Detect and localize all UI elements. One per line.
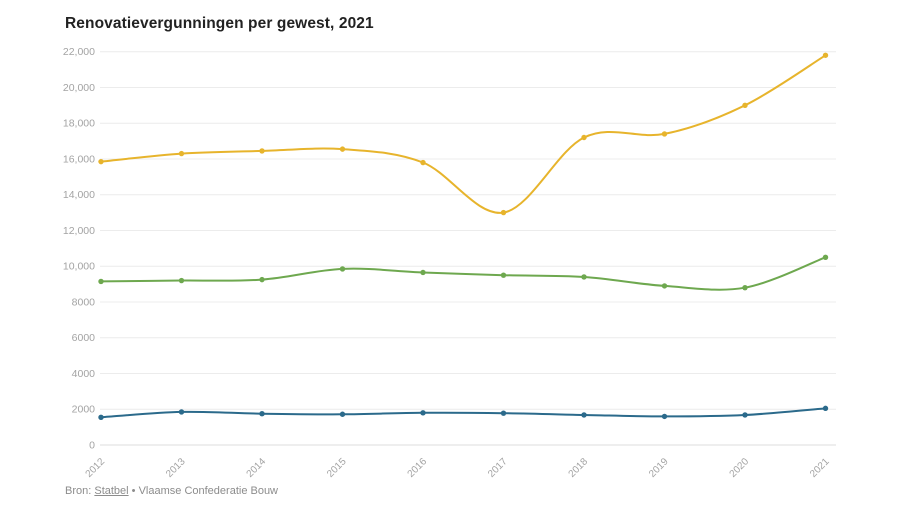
- data-point-green-line: [581, 274, 587, 280]
- data-point-yellow-line: [822, 52, 829, 58]
- y-tick-label: 6000: [72, 332, 96, 344]
- x-tick-label: 2013: [164, 456, 188, 480]
- data-point-green-line: [339, 266, 346, 272]
- data-point-yellow-line: [661, 131, 668, 137]
- x-tick-label: 2016: [406, 456, 430, 480]
- y-tick-label: 10,000: [63, 261, 95, 273]
- data-point-blue-line: [339, 411, 346, 417]
- data-point-yellow-line: [500, 209, 507, 216]
- source-link[interactable]: Statbel: [94, 485, 129, 497]
- y-tick-label: 4000: [72, 368, 96, 380]
- data-point-yellow-line: [420, 159, 426, 166]
- data-point-blue-line: [178, 409, 185, 415]
- data-point-green-line: [98, 278, 104, 285]
- source-prefix: Bron:: [65, 485, 92, 497]
- data-point-blue-line: [98, 414, 104, 420]
- data-point-yellow-line: [581, 134, 587, 141]
- data-point-blue-line: [742, 412, 748, 418]
- y-tick-label: 20,000: [63, 82, 95, 94]
- y-tick-label: 14,000: [63, 189, 95, 201]
- data-point-green-line: [822, 254, 829, 260]
- data-point-green-line: [259, 276, 265, 283]
- data-point-green-line: [178, 277, 185, 284]
- x-tick-label: 2015: [325, 456, 349, 480]
- data-point-yellow-line: [259, 148, 265, 154]
- series-blue-line: [100, 407, 827, 419]
- data-point-yellow-line: [178, 150, 185, 157]
- y-tick-label: 2000: [72, 404, 96, 416]
- x-tick-label: 2012: [84, 456, 108, 480]
- data-point-green-line: [500, 272, 507, 278]
- source-text: Vlaamse Confederatie Bouw: [138, 485, 279, 497]
- y-tick-label: 16,000: [63, 153, 95, 165]
- x-tick-label: 2019: [647, 456, 671, 480]
- y-tick-label: 0: [89, 440, 95, 452]
- y-tick-label: 8000: [72, 296, 96, 308]
- x-tick-label: 2014: [245, 456, 269, 480]
- data-point-blue-line: [581, 412, 587, 418]
- source-separator: •: [131, 485, 136, 497]
- data-point-blue-line: [420, 410, 426, 416]
- data-point-blue-line: [661, 413, 668, 420]
- data-point-yellow-line: [742, 102, 748, 109]
- data-point-green-line: [661, 283, 668, 289]
- data-point-blue-line: [500, 410, 507, 416]
- x-tick-label: 2017: [486, 456, 510, 480]
- data-point-green-line: [742, 284, 748, 291]
- y-tick-label: 18,000: [63, 118, 95, 130]
- series-green-line: [100, 256, 827, 291]
- data-point-yellow-line: [339, 146, 346, 152]
- x-tick-label: 2021: [808, 456, 832, 480]
- x-tick-label: 2020: [728, 456, 752, 480]
- data-point-yellow-line: [98, 158, 104, 165]
- series-yellow-line: [100, 54, 827, 214]
- source-line: Bron: Statbel • Vlaamse Confederatie Bou…: [65, 485, 278, 497]
- data-point-blue-line: [259, 411, 265, 417]
- chart-title: Renovatievergunningen per gewest, 2021: [65, 15, 374, 32]
- y-tick-label: 22,000: [63, 46, 95, 58]
- data-point-blue-line: [822, 405, 829, 412]
- x-tick-label: 2018: [567, 456, 591, 480]
- data-point-green-line: [420, 269, 426, 276]
- y-tick-label: 12,000: [63, 225, 95, 237]
